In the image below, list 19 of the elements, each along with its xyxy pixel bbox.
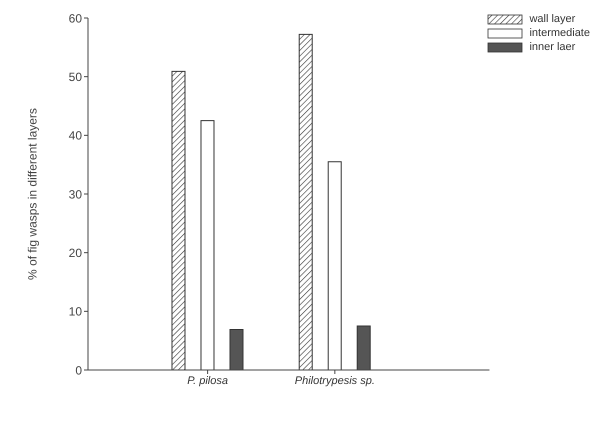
y-tick-label: 60 [68, 11, 82, 26]
y-tick-label: 50 [68, 70, 82, 84]
y-tick-label: 30 [68, 187, 82, 202]
legend-label: inner laer [529, 40, 576, 54]
bar [328, 161, 342, 370]
x-tick-label: P. pilosa [187, 374, 228, 387]
legend-label: intermediate [529, 26, 590, 40]
y-tick-label: 10 [68, 304, 82, 319]
y-axis-title: % of fig wasps in different layers [25, 108, 40, 280]
bar [229, 329, 244, 370]
bar [200, 120, 214, 370]
x-tick-label: Philotrypesis sp. [294, 374, 375, 387]
y-tick-label: 40 [68, 128, 82, 143]
y-tick-label: 0 [75, 363, 82, 378]
bar [171, 70, 186, 370]
legend-label: wall layer [529, 12, 576, 26]
bar [298, 34, 313, 370]
y-tick-label: 20 [68, 246, 82, 260]
bar [356, 326, 371, 370]
